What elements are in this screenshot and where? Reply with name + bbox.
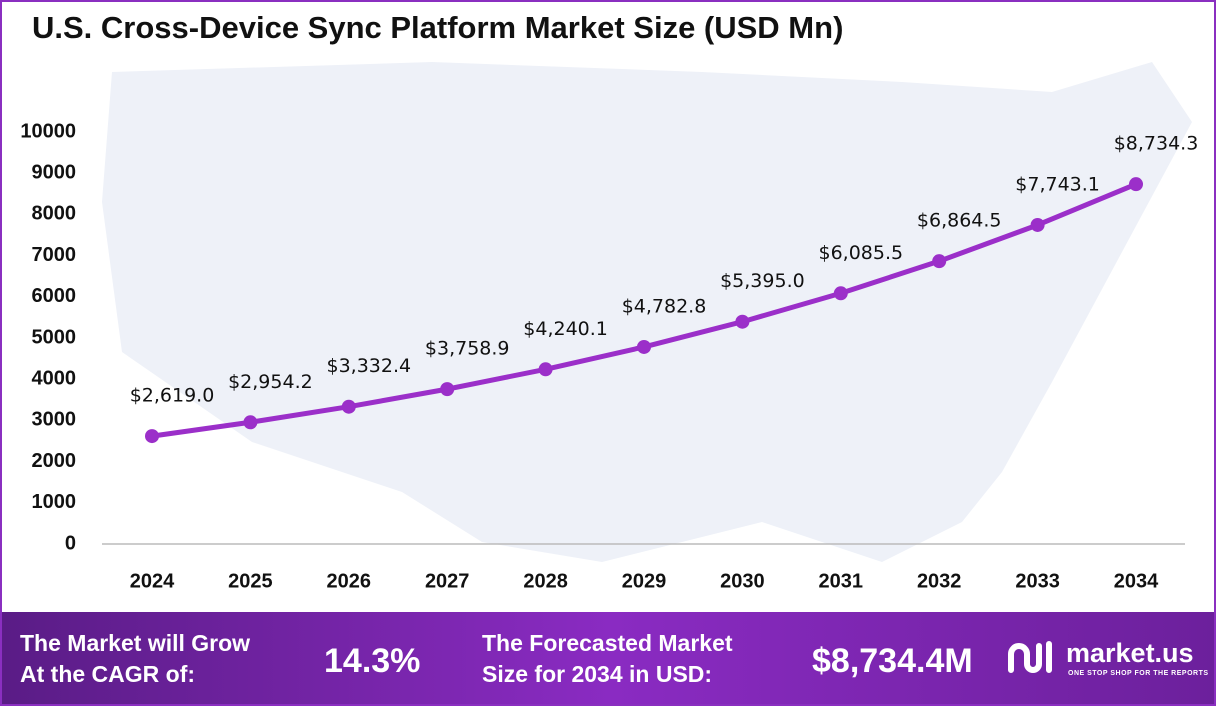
value-label: $6,085.5 xyxy=(818,242,903,264)
forecast-label: The Forecasted Market Size for 2034 in US… xyxy=(482,628,733,690)
x-tick-label: 2033 xyxy=(1015,570,1060,592)
marker xyxy=(735,314,750,329)
y-tick-label: 1000 xyxy=(32,491,77,513)
value-label: $8,734.3 xyxy=(1114,133,1199,155)
brand: market.us xyxy=(1066,638,1194,668)
marker xyxy=(341,399,356,414)
cagr-value: 14.3% xyxy=(324,642,421,680)
x-tick-label: 2026 xyxy=(327,570,372,592)
chart-title: U.S. Cross-Device Sync Platform Market S… xyxy=(32,10,843,45)
x-tick-label: 2027 xyxy=(425,570,470,592)
marker xyxy=(440,382,455,397)
marker xyxy=(1129,177,1143,192)
tagline: ONE STOP SHOP FOR THE REPORTS xyxy=(1068,670,1209,677)
chart: U.S. Cross-Device Sync Platform Market S… xyxy=(20,10,1199,592)
marker xyxy=(538,362,553,377)
value-label: $7,743.1 xyxy=(1015,173,1100,195)
marker xyxy=(932,254,947,269)
value-label: $2,619.0 xyxy=(130,385,215,407)
value-label: $5,395.0 xyxy=(720,270,805,292)
x-tick-label: 2034 xyxy=(1114,570,1159,592)
y-tick-label: 7000 xyxy=(32,244,77,266)
x-tick-label: 2025 xyxy=(228,570,273,592)
value-label: $4,240.1 xyxy=(523,318,608,340)
value-label: $4,782.8 xyxy=(622,295,707,317)
forecast-label-line: The Forecasted Market xyxy=(482,630,733,656)
cagr-label-line: The Market will Grow xyxy=(20,630,251,656)
marker xyxy=(637,339,651,354)
y-tick-label: 10000 xyxy=(20,120,76,142)
value-label: $3,758.9 xyxy=(425,338,510,360)
y-tick-label: 2000 xyxy=(32,450,77,472)
map-background xyxy=(102,62,1192,562)
forecast-label-line: Size for 2034 in USD: xyxy=(482,661,713,687)
y-tick-label: 8000 xyxy=(32,203,77,225)
x-tick-label: 2032 xyxy=(917,570,962,592)
x-tick-label: 2030 xyxy=(720,570,765,592)
value-label: $3,332.4 xyxy=(326,355,411,377)
marker xyxy=(1030,217,1045,232)
value-label: $6,864.5 xyxy=(917,210,1002,232)
y-tick-label: 9000 xyxy=(32,161,77,183)
y-tick-label: 5000 xyxy=(32,326,77,348)
y-tick-label: 0 xyxy=(65,532,76,554)
y-tick-label: 4000 xyxy=(32,367,77,389)
cagr-label-line: At the CAGR of: xyxy=(20,661,196,687)
x-tick-label: 2031 xyxy=(819,570,864,592)
marker xyxy=(243,415,258,430)
footer: The Market will Grow At the CAGR of: 14.3… xyxy=(2,612,1214,704)
y-tick-label: 6000 xyxy=(32,285,77,307)
cagr-label: The Market will Grow At the CAGR of: xyxy=(20,628,250,690)
x-tick-label: 2024 xyxy=(130,570,175,592)
marker xyxy=(145,429,159,444)
y-tick-label: 3000 xyxy=(32,409,77,431)
x-tick-label: 2029 xyxy=(622,570,667,592)
marker xyxy=(833,286,848,301)
logo-icon xyxy=(1008,641,1052,673)
forecast-value: $8,734.4M xyxy=(812,642,973,680)
value-label: $2,954.2 xyxy=(228,371,313,393)
x-tick-label: 2028 xyxy=(523,570,568,592)
